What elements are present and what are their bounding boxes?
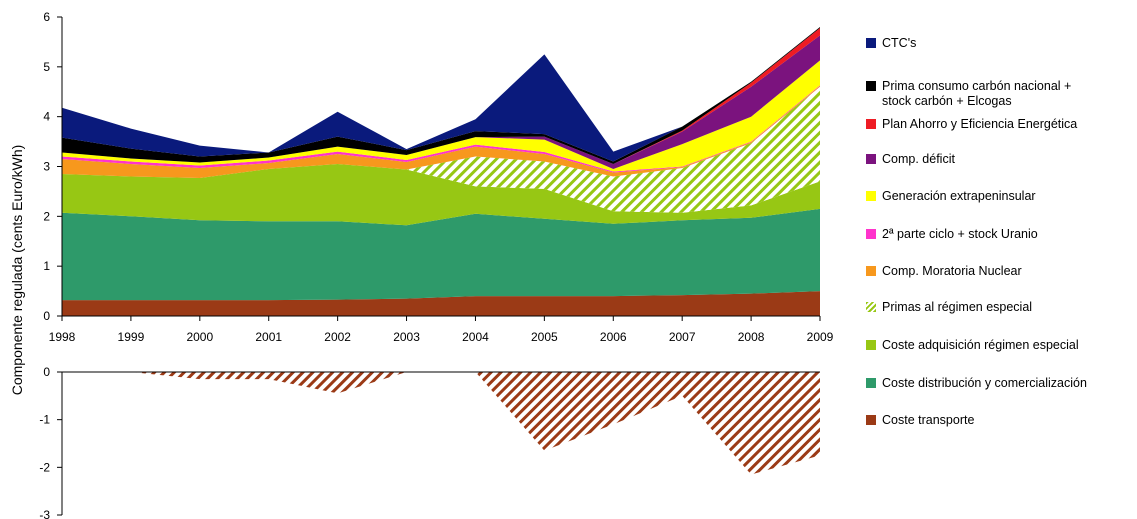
- legend-label: CTC's: [882, 36, 917, 50]
- legend-swatch: [866, 119, 876, 129]
- legend-item-comp-deficit: Comp. déficit: [866, 152, 955, 167]
- legend-item-coste-distribucion-y-comercializacion: Coste distribución y comercialización: [866, 376, 1087, 391]
- lower-y-tick-label: -1: [39, 413, 50, 427]
- area-comp-moratoria-nuclear: [62, 85, 820, 178]
- upper-y-tick-label: 0: [43, 309, 50, 323]
- area-primas-al-regimen-especial: [62, 86, 820, 213]
- lower-y-tick-label: -3: [39, 508, 50, 519]
- legend-item-2-parte-ciclo-stock-uranio: 2ª parte ciclo + stock Uranio: [866, 227, 1038, 242]
- legend-item-prima-consumo-carbon-nacional-stock-carbon-elcogas: Prima consumo carbón nacional + stock ca…: [866, 79, 1071, 109]
- area-negative-coste-transporte: [62, 372, 820, 475]
- area-prima-consumo-carbon-nacional-stock-carbon-elcogas: [62, 27, 820, 164]
- legend-label: Coste distribución y comercialización: [882, 376, 1087, 390]
- legend-swatch: [866, 154, 876, 164]
- legend-label: Generación extrapeninsular: [882, 189, 1036, 203]
- x-tick-label: 2006: [600, 330, 627, 344]
- x-tick-label: 2001: [255, 330, 282, 344]
- legend-label: Prima consumo carbón nacional + stock ca…: [882, 79, 1072, 108]
- x-tick-label: 2003: [393, 330, 420, 344]
- legend-swatch: [866, 378, 876, 388]
- lower-y-tick-label: -2: [39, 460, 50, 474]
- legend-item-coste-adquisicion-regimen-especial: Coste adquisición régimen especial: [866, 338, 1079, 353]
- legend-swatch: [866, 266, 876, 276]
- legend-label: Coste adquisición régimen especial: [882, 338, 1079, 352]
- upper-y-tick-label: 3: [43, 160, 50, 174]
- legend-swatch: [866, 38, 876, 48]
- area-coste-transporte: [62, 291, 820, 316]
- area-2-parte-ciclo-stock-uranio: [62, 85, 820, 173]
- x-tick-label: 1998: [49, 330, 76, 344]
- upper-y-tick-label: 4: [43, 110, 50, 124]
- legend-label: Plan Ahorro y Eficiencia Energética: [882, 117, 1078, 131]
- tick-labels: 0 1 2 3 4 5 6 0 -1 -2 -3 1998 1999 2000 2001 2002 2003 20…: [39, 10, 833, 519]
- legend-label: Comp. déficit: [882, 152, 955, 166]
- x-tick-label: 2005: [531, 330, 558, 344]
- legend-item-comp-moratoria-nuclear: Comp. Moratoria Nuclear: [866, 264, 1022, 279]
- lower-panel-areas: [62, 372, 820, 475]
- x-tick-label: 1999: [118, 330, 145, 344]
- upper-panel-areas: [62, 27, 820, 316]
- x-tick-label: 2004: [462, 330, 489, 344]
- area-ctc-s: [62, 27, 820, 162]
- upper-y-tick-label: 1: [43, 259, 50, 273]
- legend-swatch: [866, 229, 876, 239]
- x-tick-label: 2007: [669, 330, 696, 344]
- legend-item-primas-al-regimen-especial: Primas al régimen especial: [866, 300, 1032, 315]
- x-tick-label: 2002: [324, 330, 351, 344]
- upper-y-tick-label: 5: [43, 60, 50, 74]
- legend-item-generacion-extrapeninsular: Generación extrapeninsular: [866, 189, 1036, 204]
- legend-item-coste-transporte: Coste transporte: [866, 413, 974, 428]
- x-tick-label: 2008: [738, 330, 765, 344]
- legend-label: Primas al régimen especial: [882, 300, 1033, 314]
- legend-item-ctc-s: CTC's: [866, 36, 916, 51]
- area-generacion-extrapeninsular: [62, 60, 820, 172]
- legend-swatch: [866, 81, 876, 91]
- x-tick-label: 2009: [807, 330, 834, 344]
- lower-y-tick-label: 0: [43, 365, 50, 379]
- legend-label: 2ª parte ciclo + stock Uranio: [882, 227, 1038, 241]
- axes: [57, 16, 821, 516]
- area-coste-adquisicion-regimen-especial: [62, 164, 820, 226]
- area-coste-distribucion-y-comercializacion: [62, 208, 820, 301]
- legend-swatch: [866, 302, 876, 312]
- legend-swatch: [866, 191, 876, 201]
- upper-y-tick-label: 6: [43, 10, 50, 24]
- legend-item-plan-ahorro-y-eficiencia-energetica: Plan Ahorro y Eficiencia Energética: [866, 117, 1077, 132]
- legend-swatch: [866, 415, 876, 425]
- y-axis-title: Componente regulada (cents Euro/kWh): [9, 145, 25, 396]
- legend-label: Comp. Moratoria Nuclear: [882, 264, 1022, 278]
- upper-y-tick-label: 2: [43, 209, 50, 223]
- legend-swatch: [866, 340, 876, 350]
- x-tick-label: 2000: [186, 330, 213, 344]
- legend-label: Coste transporte: [882, 413, 975, 427]
